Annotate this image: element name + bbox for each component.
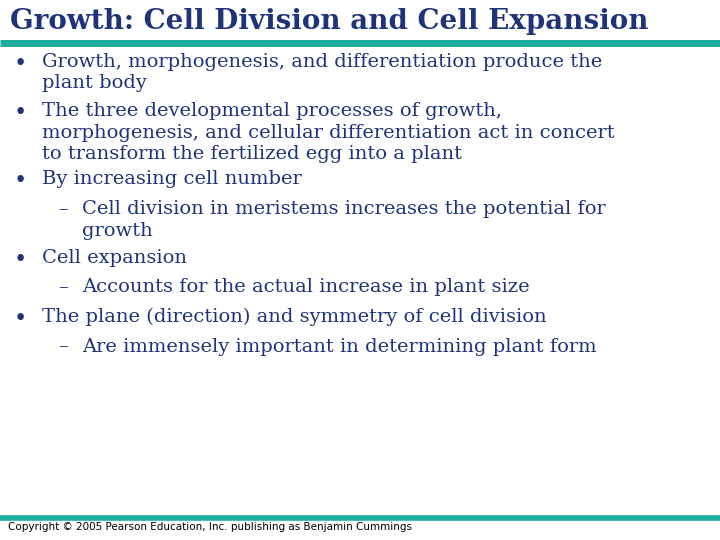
Text: Cell division in meristems increases the potential for
growth: Cell division in meristems increases the…	[82, 200, 606, 240]
Text: •: •	[14, 249, 27, 271]
Text: •: •	[14, 53, 27, 75]
Text: •: •	[14, 308, 27, 330]
Text: Growth, morphogenesis, and differentiation produce the
plant body: Growth, morphogenesis, and differentiati…	[42, 53, 602, 92]
Text: Copyright © 2005 Pearson Education, Inc. publishing as Benjamin Cummings: Copyright © 2005 Pearson Education, Inc.…	[8, 522, 412, 532]
Text: •: •	[14, 102, 27, 124]
Text: –: –	[58, 338, 68, 355]
Text: Accounts for the actual increase in plant size: Accounts for the actual increase in plan…	[82, 279, 530, 296]
Text: The three developmental processes of growth,
morphogenesis, and cellular differe: The three developmental processes of gro…	[42, 102, 615, 163]
Text: –: –	[58, 200, 68, 218]
Text: Cell expansion: Cell expansion	[42, 249, 187, 267]
Text: –: –	[58, 279, 68, 296]
Text: The plane (direction) and symmetry of cell division: The plane (direction) and symmetry of ce…	[42, 308, 546, 326]
Text: By increasing cell number: By increasing cell number	[42, 171, 302, 188]
Text: Are immensely important in determining plant form: Are immensely important in determining p…	[82, 338, 597, 355]
Text: •: •	[14, 171, 27, 192]
Text: Growth: Cell Division and Cell Expansion: Growth: Cell Division and Cell Expansion	[10, 8, 649, 35]
